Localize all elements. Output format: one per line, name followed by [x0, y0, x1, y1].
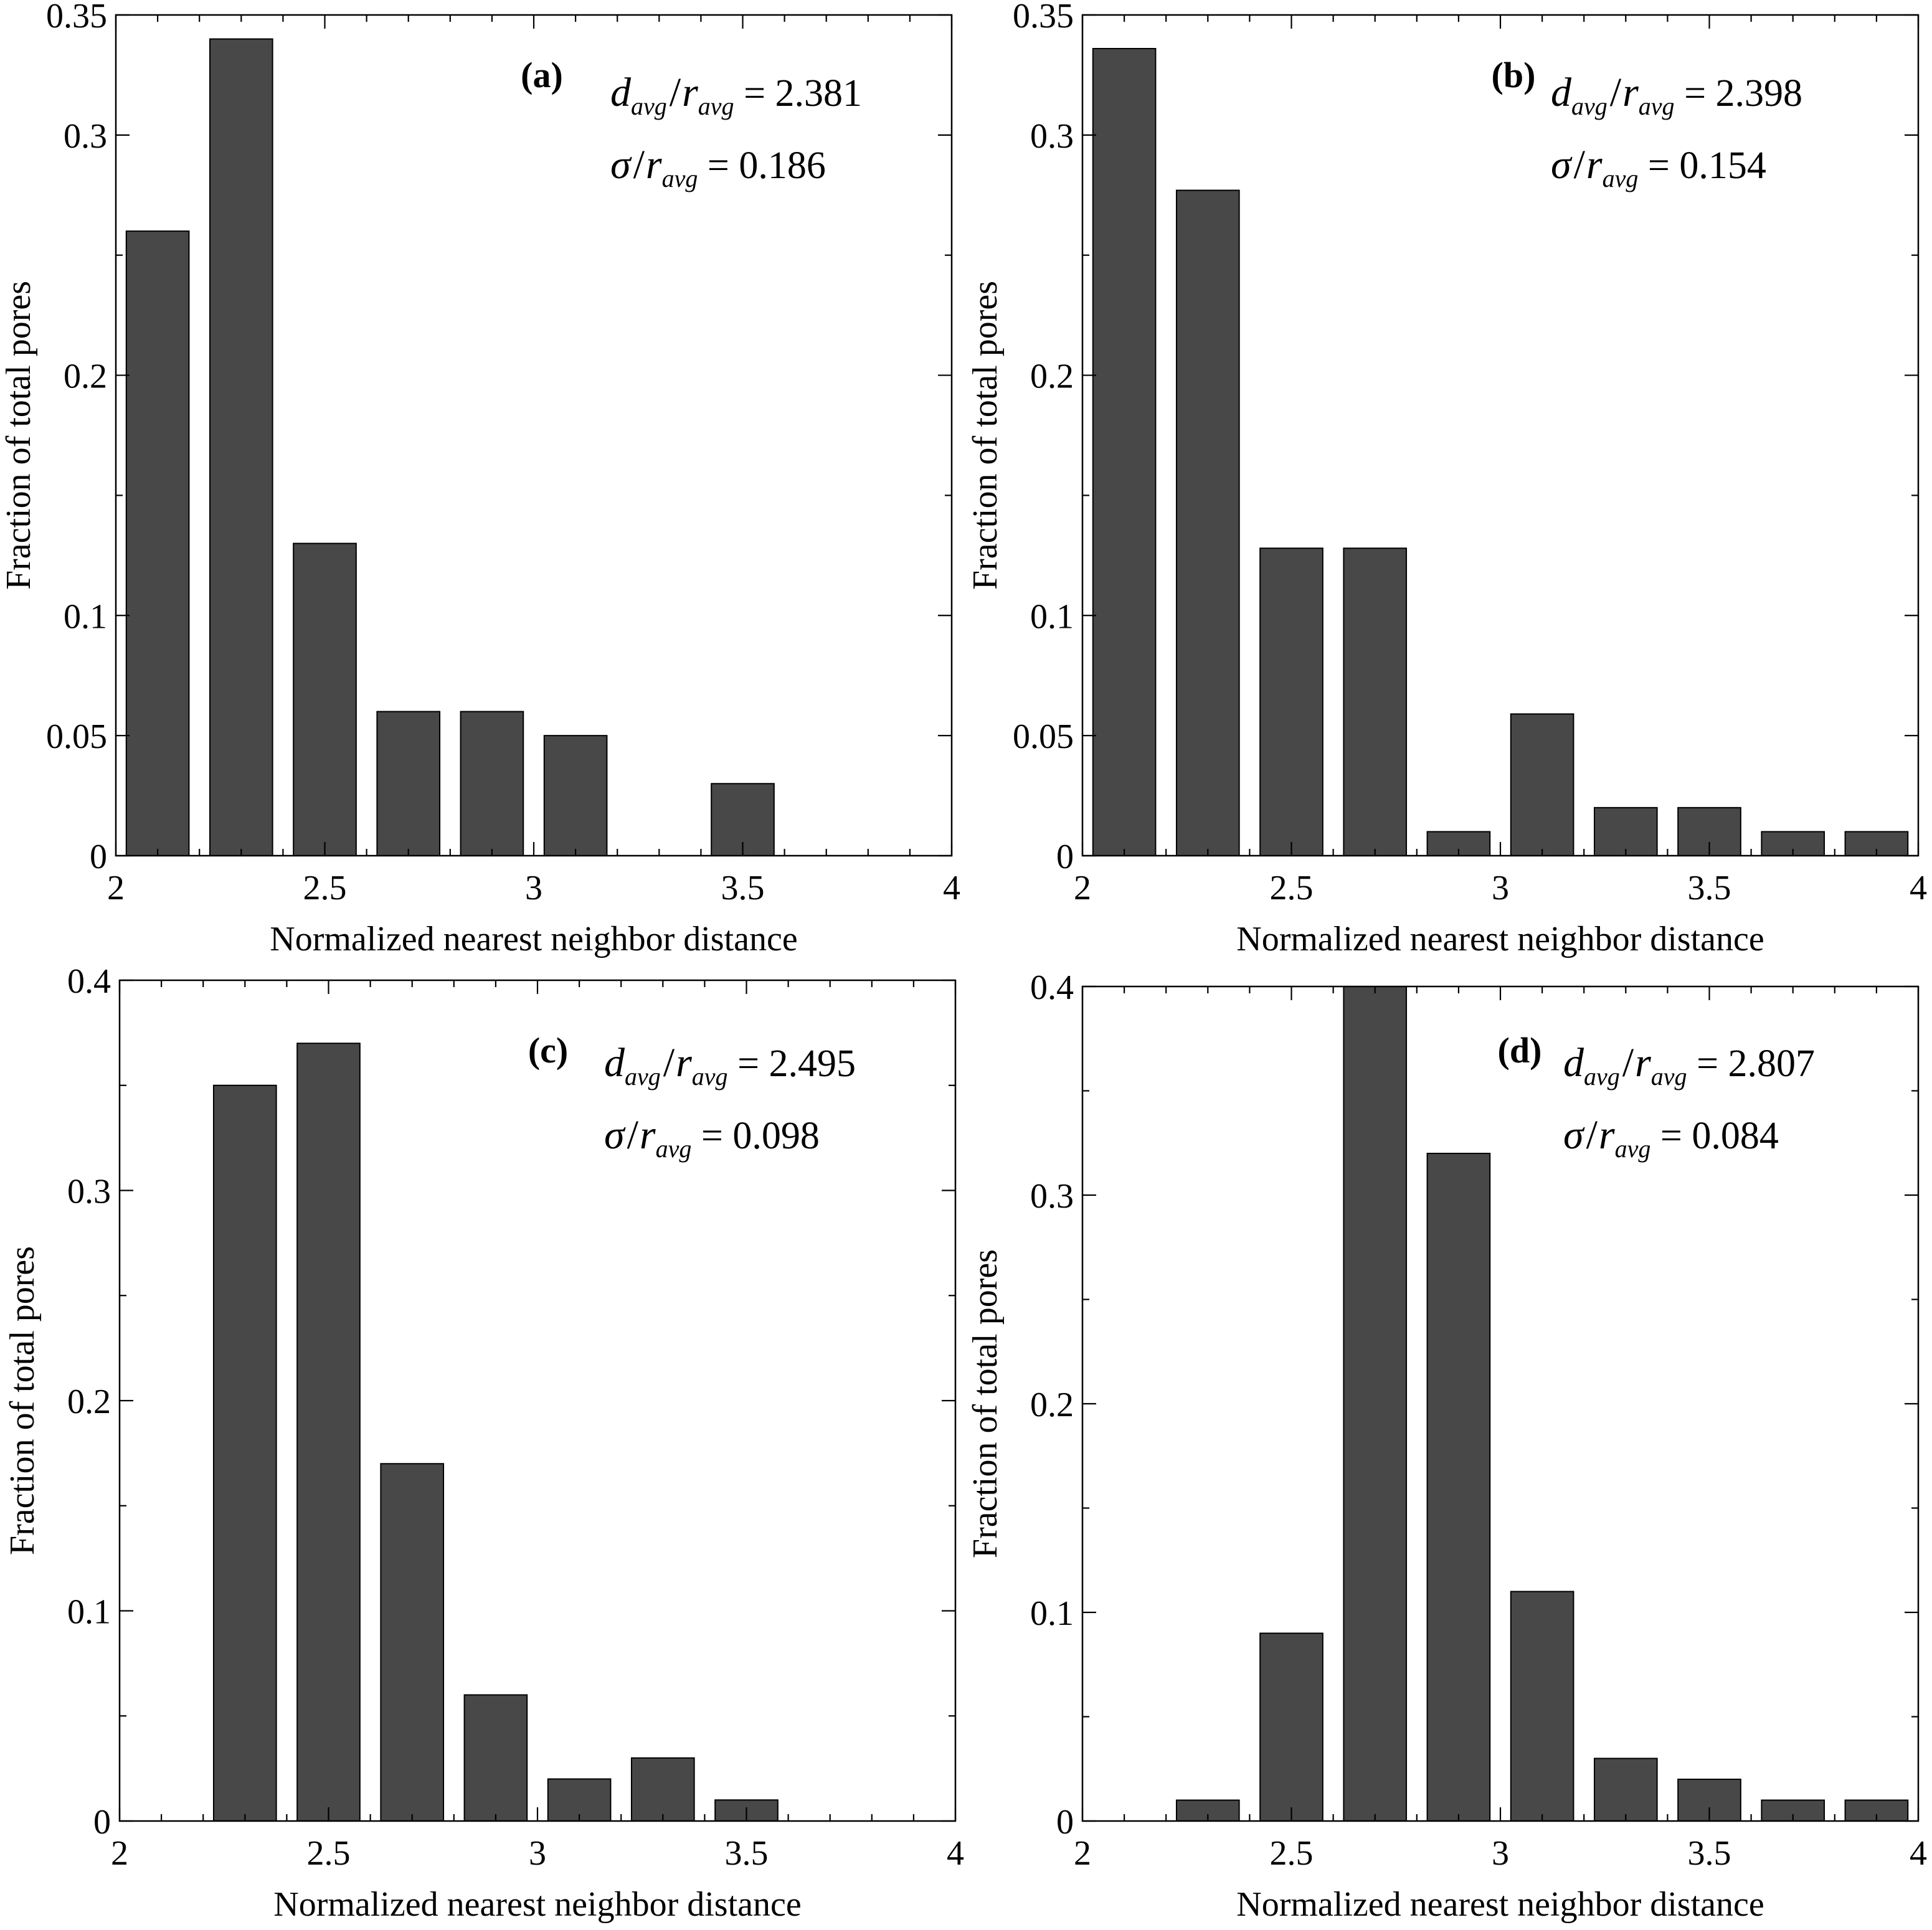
bar	[463, 1694, 528, 1822]
x-tick-label: 3	[1492, 869, 1509, 907]
y-tick-label: 0.3	[1030, 117, 1074, 156]
bar	[460, 711, 524, 856]
x-axis-label: Normalized nearest neighbor distance	[1236, 920, 1764, 958]
x-tick-label: 3.5	[1688, 1834, 1731, 1873]
x-axis-label: Normalized nearest neighbor distance	[1236, 1885, 1764, 1924]
x-tick-label: 3.5	[721, 869, 765, 907]
y-tick-label: 0.1	[64, 597, 107, 636]
annotation-ratio: davg/ravg = 2.381	[610, 70, 862, 120]
bar	[1593, 807, 1658, 857]
y-tick-label: 0.2	[1030, 1386, 1074, 1424]
x-tick-label: 2.5	[307, 1834, 351, 1873]
annotation-ratio: davg/ravg = 2.807	[1563, 1040, 1815, 1090]
y-tick-label: 0	[1056, 838, 1074, 876]
panel-1: 2 2.5 3 3.5 4 0 0.05 0.1 0.2 0.3 0.35 Normalized ne…	[0, 0, 960, 958]
bar	[296, 1043, 361, 1822]
y-tick-label: 0.05	[46, 717, 107, 756]
x-tick-label: 3.5	[1688, 869, 1731, 907]
x-tick-label: 4	[1910, 869, 1927, 907]
y-tick-label: 0.2	[64, 357, 107, 396]
x-tick-label: 2.5	[1270, 1834, 1314, 1873]
x-tick-label: 2.5	[303, 869, 347, 907]
x-tick-label: 2	[1074, 1834, 1091, 1873]
x-tick-label: 3.5	[725, 1834, 769, 1873]
y-tick-label: 0	[1056, 1803, 1074, 1842]
annotation-ratio: davg/ravg = 2.398	[1551, 70, 1802, 120]
bar	[125, 230, 190, 856]
x-tick-label: 2	[1074, 869, 1091, 907]
x-tick-label: 4	[943, 869, 960, 907]
x-tick-label: 2	[111, 1834, 128, 1873]
plot-frame	[1081, 985, 1920, 1822]
x-tick-label: 2	[107, 869, 125, 907]
y-tick-label: 0.3	[1030, 1177, 1074, 1216]
y-axis-label: Fraction of total pores	[0, 281, 38, 590]
y-tick-label: 0.4	[1030, 968, 1074, 1007]
annotation-sigma: σ/ravg = 0.098	[604, 1112, 820, 1163]
annotation-sigma: σ/ravg = 0.186	[610, 142, 826, 192]
y-tick-label: 0.35	[1013, 0, 1074, 35]
x-tick-label: 3	[1492, 1834, 1509, 1873]
annotation-sigma: σ/ravg = 0.084	[1563, 1112, 1779, 1163]
y-tick-label: 0	[90, 838, 107, 876]
y-axis-label: Fraction of total pores	[966, 281, 1005, 590]
y-tick-label: 0.4	[67, 962, 111, 1001]
y-tick-label: 0.05	[1013, 717, 1074, 756]
bar	[293, 542, 357, 856]
bar	[1343, 986, 1408, 1822]
bar	[1175, 189, 1240, 857]
bar	[209, 38, 273, 857]
bar	[543, 735, 608, 856]
panel-2: 2 2.5 3 3.5 4 0 0.05 0.1 0.2 0.3 0.35 Normalized ne…	[966, 0, 1927, 958]
panel-4: 2 2.5 3 3.5 4 0 0.1 0.2 0.3 0.4 Normalized nearest…	[966, 968, 1927, 1924]
y-tick-label: 0.1	[67, 1593, 111, 1632]
y-tick-label: 0.3	[64, 117, 107, 156]
y-tick-label: 0	[93, 1803, 111, 1842]
x-tick-label: 4	[947, 1834, 964, 1873]
bar	[1510, 713, 1574, 857]
y-tick-label: 0.2	[67, 1383, 111, 1421]
panel-tag: (d)	[1498, 1030, 1542, 1071]
bar	[1343, 547, 1408, 856]
x-tick-label: 3	[525, 869, 542, 907]
y-tick-label: 0.2	[1030, 357, 1074, 396]
bar	[547, 1778, 612, 1822]
bar	[1510, 1591, 1574, 1822]
y-tick-label: 0.35	[46, 0, 107, 35]
panel-tag: (b)	[1492, 55, 1536, 95]
annotation-sigma: σ/ravg = 0.154	[1551, 142, 1766, 192]
x-tick-label: 4	[1910, 1834, 1927, 1873]
bar	[1426, 1153, 1491, 1822]
bar	[1259, 547, 1324, 856]
y-tick-label: 0.1	[1030, 597, 1074, 636]
bar	[1092, 48, 1157, 856]
bar	[380, 1463, 445, 1822]
bar	[212, 1084, 277, 1822]
x-tick-label: 3	[529, 1834, 546, 1873]
y-axis-label: Fraction of total pores	[3, 1246, 42, 1555]
bar	[1593, 1757, 1658, 1822]
y-tick-label: 0.1	[1030, 1594, 1074, 1633]
x-axis-label: Normalized nearest neighbor distance	[273, 1885, 801, 1924]
x-axis-label: Normalized nearest neighbor distance	[270, 920, 797, 958]
bar	[1259, 1632, 1324, 1822]
bar	[376, 711, 441, 856]
panel-tag: (c)	[528, 1030, 568, 1071]
panel-tag: (a)	[521, 55, 563, 95]
y-axis-label: Fraction of total pores	[966, 1249, 1005, 1558]
panel-3: 2 2.5 3 3.5 4 0 0.1 0.2 0.3 0.4 Normalized nearest…	[3, 962, 964, 1924]
bar	[630, 1757, 695, 1822]
y-tick-label: 0.3	[67, 1173, 111, 1211]
x-tick-label: 2.5	[1270, 869, 1314, 907]
annotation-ratio: davg/ravg = 2.495	[604, 1040, 856, 1090]
